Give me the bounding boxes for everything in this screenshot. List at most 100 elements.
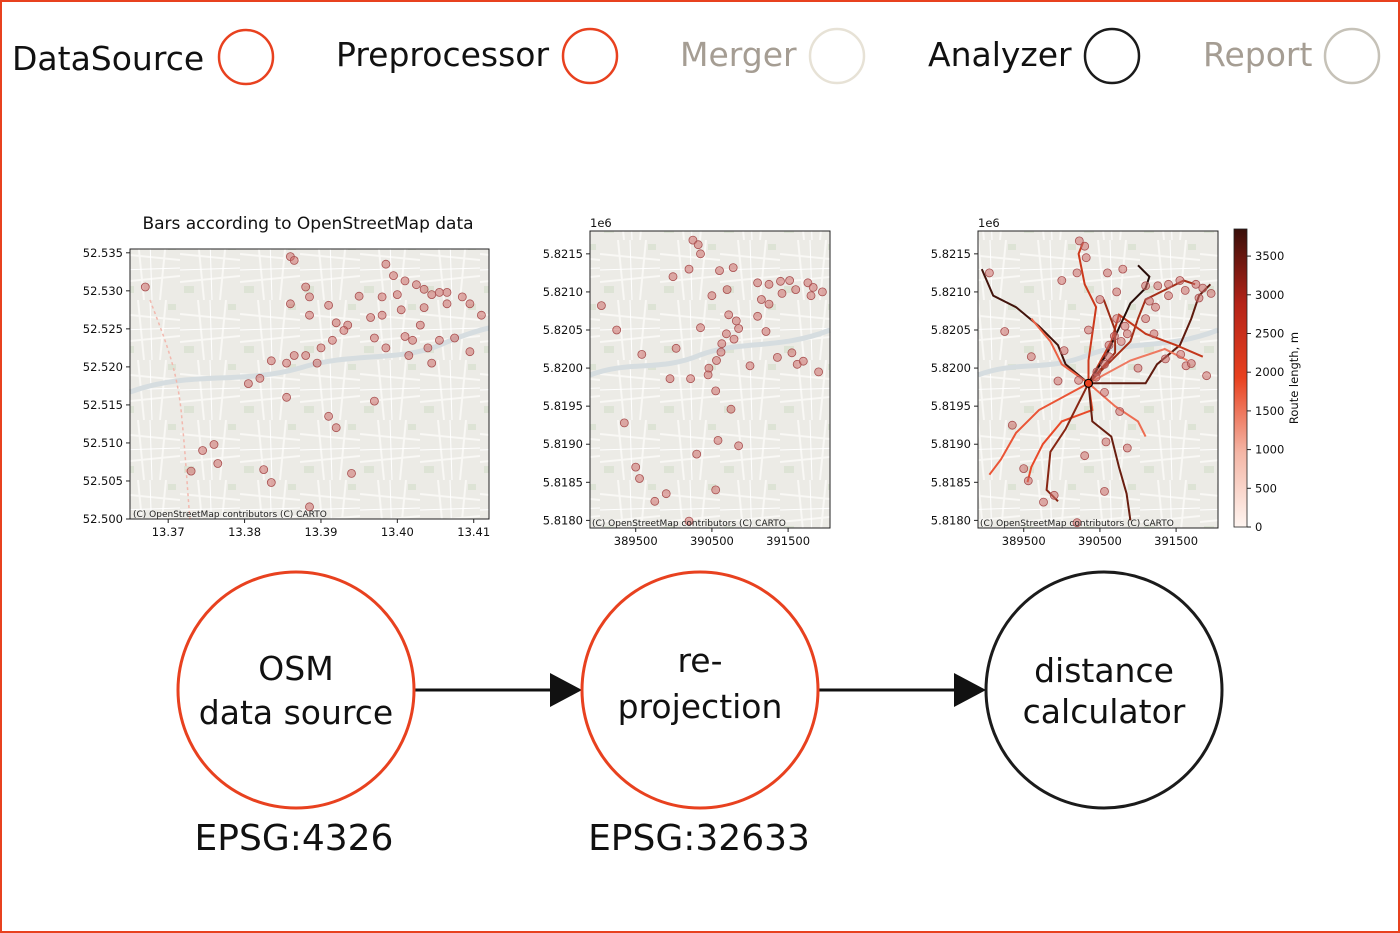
bar-location-point <box>729 334 739 344</box>
legend-label-analyzer: Analyzer <box>928 35 1072 74</box>
bar-location-point <box>787 348 797 358</box>
bar-location-point <box>305 502 314 512</box>
bar-location-point <box>1039 497 1048 507</box>
bar-location-point <box>1120 321 1130 331</box>
legend-marker-merger <box>808 27 866 85</box>
bar-location-point <box>724 310 734 320</box>
map2-points <box>597 235 827 526</box>
bar-location-point <box>331 318 341 328</box>
node-distance-label-line2: calculator <box>1023 692 1186 731</box>
legend-marker-preprocessor <box>561 27 619 85</box>
bar-location-point <box>1049 490 1059 500</box>
y-tick-label: 5.8195 <box>543 399 583 413</box>
node-reprojection-label-line1: re- <box>677 641 722 680</box>
bar-location-point <box>1110 331 1119 341</box>
map1-x-axis: 13.37 13.38 13.39 13.40 13.41 <box>152 519 490 539</box>
bar-location-point <box>686 374 695 384</box>
map2-y-axis: 5.8215 5.8210 5.8205 5.8200 5.8195 5.8190 5.81… <box>543 247 590 527</box>
y-tick-label: 52.525 <box>83 322 123 336</box>
bar-location-point <box>773 352 782 362</box>
y-tick-label: 52.510 <box>83 436 123 450</box>
node-osm-data-source-circle <box>176 570 416 810</box>
colorbar-ticks: 3500 3000 2500 2000 1500 1000 500 0 <box>1247 249 1284 534</box>
map2-basemap-river <box>589 327 831 378</box>
bar-location-point <box>389 271 398 281</box>
edge-osm-to-reprojection <box>415 673 582 707</box>
bar-location-point <box>400 276 410 286</box>
y-tick-label: 5.8195 <box>931 399 971 413</box>
bar-location-point <box>450 333 460 343</box>
bar-location-point <box>1095 295 1105 304</box>
bar-location-point <box>442 287 452 297</box>
bar-location-point <box>753 278 762 288</box>
route-line <box>1088 347 1188 385</box>
bar-location-point <box>684 516 694 526</box>
map2-x-axis: 389500 390500 391500 <box>614 528 810 548</box>
bar-location-point <box>1000 327 1010 336</box>
bar-location-point <box>808 282 818 292</box>
bar-location-point <box>282 392 292 402</box>
bar-location-point <box>722 329 731 339</box>
bar-location-point <box>1053 376 1063 386</box>
bar-location-point <box>693 240 703 250</box>
bar-location-point <box>798 356 808 366</box>
bar-location-point <box>327 335 337 345</box>
bar-location-point <box>753 311 762 321</box>
bar-location-point <box>1191 279 1201 289</box>
bar-location-point <box>324 300 334 310</box>
bar-location-point <box>712 356 721 365</box>
bar-location-point <box>1074 236 1084 246</box>
route-line <box>1030 317 1090 385</box>
bar-location-point <box>716 347 726 357</box>
legend-marker-report <box>1323 27 1381 85</box>
node-reprojection-circle <box>580 570 820 810</box>
map3-points <box>985 236 1216 528</box>
bar-location-point <box>1161 354 1170 364</box>
map2-attribution: (C) OpenStreetMap contributors (C) CARTO <box>592 519 786 529</box>
node-reprojection: re- projection EPSG:32633 <box>580 570 820 859</box>
bar-location-point <box>396 305 406 315</box>
bar-location-point <box>312 358 322 368</box>
bar-location-point <box>465 347 475 357</box>
node-osm-label-line2: data source <box>199 693 393 732</box>
bar-location-point <box>1019 464 1029 474</box>
bar-location-point <box>785 276 794 285</box>
map3-y-axis: 5.8215 5.8210 5.8205 5.8200 5.8195 5.8190 5.81… <box>931 247 978 527</box>
bar-location-point <box>650 496 660 506</box>
route-line <box>1077 242 1098 384</box>
bar-location-point <box>1176 349 1186 359</box>
bar-location-point <box>457 292 467 302</box>
y-tick-label: 5.8200 <box>931 361 971 375</box>
arrowhead-icon <box>954 673 986 707</box>
colorbar-tick-label: 3000 <box>1255 288 1284 302</box>
route-line <box>1087 383 1132 521</box>
colorbar-gradient <box>1233 228 1248 528</box>
bar-location-point <box>985 268 994 278</box>
bar-location-point <box>381 259 391 269</box>
map3-routes <box>980 242 1212 521</box>
map-plot-routes: 1e6 (C) OpenStreetMap contributors (C) C… <box>931 216 1301 548</box>
map1-points <box>140 252 486 512</box>
y-tick-label: 52.520 <box>83 360 123 374</box>
map3-exponent: 1e6 <box>978 216 1000 230</box>
map1-basemap-railway <box>149 299 191 520</box>
bar-location-point <box>305 292 314 302</box>
x-tick-label: 391500 <box>1154 534 1198 548</box>
bar-location-point <box>1080 241 1090 251</box>
bar-location-point <box>717 339 727 349</box>
bar-location-point <box>186 466 196 476</box>
bar-location-point <box>818 287 827 297</box>
bar-location-point <box>369 333 379 343</box>
colorbar-label: Route length, m <box>1287 332 1301 424</box>
bar-location-point <box>1115 407 1125 416</box>
arrowhead-icon <box>550 673 582 707</box>
bar-location-point <box>427 290 437 300</box>
bar-location-point <box>1112 314 1122 324</box>
y-tick-label: 5.8200 <box>543 361 583 375</box>
bar-location-point <box>423 343 433 353</box>
colorbar-tick-label: 3500 <box>1255 249 1284 263</box>
bar-location-point <box>1007 420 1017 430</box>
bar-location-point <box>713 435 723 445</box>
y-tick-label: 52.515 <box>83 398 123 412</box>
